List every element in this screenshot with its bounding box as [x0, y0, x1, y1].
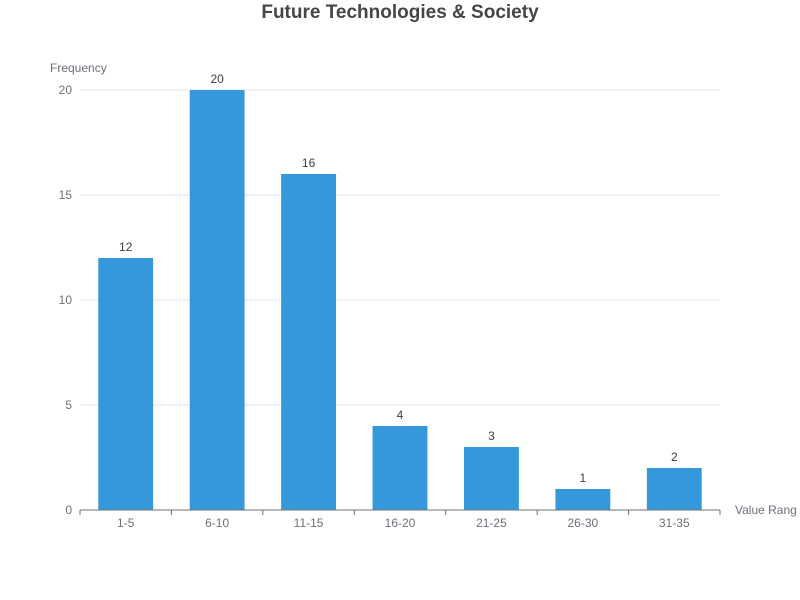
x-tick-label: 26-30	[568, 516, 599, 530]
data-label: 20	[210, 72, 224, 86]
data-label: 2	[671, 450, 678, 464]
y-tick-label: 0	[65, 503, 72, 517]
x-axis: 1-5 6-10 11-15 16-20 21-25 26-30 31-35	[79, 509, 721, 530]
y-tick-label: 10	[59, 293, 73, 307]
y-tick-label: 20	[59, 83, 73, 97]
y-axis: 0 5 10 15 20	[59, 83, 73, 517]
bar-11-15[interactable]	[281, 174, 336, 510]
bar-1-5[interactable]	[98, 258, 154, 510]
x-axis-label: Value Rang	[735, 503, 797, 517]
data-label: 16	[302, 156, 316, 170]
data-label: 1	[580, 471, 587, 485]
x-tick-label: 21-25	[476, 516, 507, 530]
y-axis-label: Frequency	[50, 61, 107, 75]
bar-6-10[interactable]	[189, 90, 245, 510]
data-label: 4	[397, 408, 404, 422]
x-tick-label: 6-10	[205, 516, 229, 530]
y-tick-label: 5	[65, 398, 72, 412]
data-label: 12	[119, 240, 133, 254]
x-tick-label: 31-35	[659, 516, 690, 530]
bar-16-20[interactable]	[372, 426, 428, 510]
bar-26-30[interactable]	[555, 489, 611, 510]
data-label: 3	[488, 429, 495, 443]
chart-title: Future Technologies & Society	[261, 2, 539, 23]
bars	[98, 90, 702, 510]
y-tick-label: 15	[59, 188, 73, 202]
bar-31-35[interactable]	[646, 468, 702, 510]
bar-21-25[interactable]	[464, 447, 519, 510]
grid-lines	[80, 89, 720, 406]
x-tick-label: 11-15	[294, 516, 324, 530]
x-tick-label: 16-20	[385, 516, 416, 530]
x-tick-label: 1-5	[117, 516, 135, 530]
